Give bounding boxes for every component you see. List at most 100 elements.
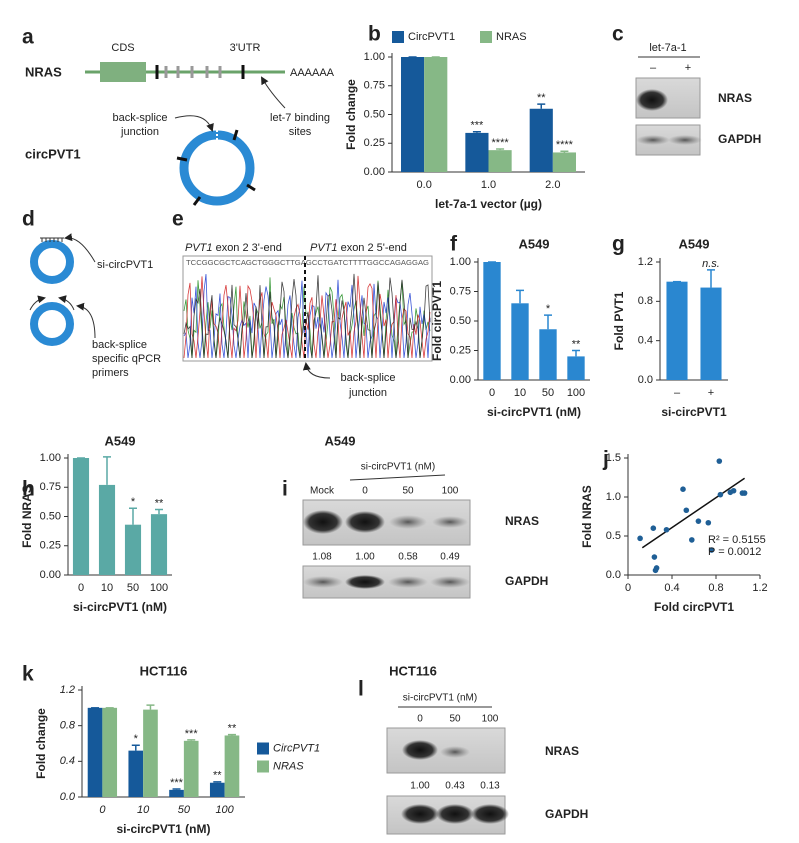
point [741,490,748,496]
chart-title: HCT116 [140,663,188,678]
annotation: back-splice [340,372,395,384]
lane-label: 100 [442,486,459,497]
point [650,525,657,531]
sequence: TCCGGCGCTCAGCTGGGCTTGAGCCTGATCTTTTGGCCAG… [186,260,429,267]
lane-label: 50 [449,714,461,725]
x-axis-label: si-circPVT1 (nM) [116,822,210,836]
lane-bracket [349,474,446,481]
y-tick-label: 0.50 [364,108,385,120]
bar [143,709,158,797]
x-tick-label: 0 [99,804,106,816]
x-axis-label: Fold circPVT1 [654,600,734,614]
x-tick-label: 0.4 [664,582,679,594]
band-label: GAPDH [718,132,761,146]
error-bar [213,781,222,783]
bar [529,108,553,172]
blot-band [430,576,470,588]
y-tick-label: 0.50 [40,510,61,522]
primer-label: specific qPCR [92,353,161,365]
circrna [30,240,74,284]
x-tick-label: 50 [178,804,191,816]
treatment-label: si-circPVT1 (nM) [361,462,435,473]
gene-label: NRAS [25,64,62,79]
y-tick-label: 0.25 [364,137,385,149]
sirna [40,237,64,242]
annotation: junction [348,387,387,399]
bar [539,329,557,380]
arrow [261,76,286,109]
error-bar [129,507,137,525]
arrow [174,115,214,132]
significance: n.s. [702,258,720,270]
bar [424,57,448,172]
significance: ** [537,92,546,104]
trace [183,275,431,359]
quantification: 0.49 [440,552,460,563]
x-tick-label: 0.0 [417,179,432,191]
bar [169,789,184,797]
stat-label: P = 0.0012 [708,546,761,558]
x-tick-label: 100 [150,582,168,594]
significance: *** [170,777,184,789]
error-bar [572,349,580,357]
utr-marks [164,66,222,78]
error-bar [155,508,163,515]
chart: h A549 0.00 0.25 0.50 0.75 1.00 Fold NRAS si-cir… [20,433,172,614]
y-tick-label: 1.2 [638,256,653,268]
band-label: GAPDH [505,574,548,588]
stat-label: R² = 0.5155 [708,534,766,546]
y-axis-label: Fold circPVT1 [430,281,444,361]
blot-band [303,576,343,588]
significance: * [131,496,136,508]
significance: **** [492,137,510,149]
y-tick-label: 0.8 [60,720,76,732]
bar [224,735,240,797]
y-tick-label: 0.4 [60,755,75,767]
significance: **** [556,139,574,151]
bar [128,750,144,797]
error-bar [472,131,481,133]
panel-title: A549 [324,433,355,448]
chart-title: A549 [678,236,709,251]
point [717,491,724,498]
significance: * [134,733,139,745]
exon-label: PVT1 exon 2 5'-end [310,242,407,254]
circ-label: circPVT1 [25,146,81,161]
blot-band [401,804,439,824]
point [637,535,643,542]
band-label: NRAS [545,744,579,758]
band-label: GAPDH [545,807,588,821]
panel-title: HCT116 [389,663,437,678]
significance: ** [155,497,164,509]
panel-label: d [22,208,35,231]
point [716,458,723,464]
chart: b 0.00 0.25 0.50 0.75 1.00 Fold change let-7a-1… [344,23,585,211]
lane-label: + [685,62,691,74]
treatment-label: let-7a-1 [649,42,686,54]
point [708,547,715,553]
panel-label: g [612,233,625,256]
panel-e: e PVT1 exon 2 3'-end PVT1 exon 2 5'-end … [172,208,433,399]
point [689,537,695,543]
panel-d: d si-circPVT1 back-splice specific qPCR … [22,208,161,379]
primer [58,295,75,311]
panel-label: i [282,478,288,501]
lane-label: 0 [362,486,368,497]
panel-label: a [22,26,34,49]
y-tick-label: 0.0 [638,374,653,386]
point [695,518,702,524]
point [663,526,670,533]
quantification: 1.08 [312,552,332,563]
blot-band [303,510,343,534]
y-tick-label: 1.0 [606,491,621,503]
blot-band [440,746,470,758]
treatment-label: si-circPVT1 (nM) [403,693,477,704]
panel-l: l HCT116 si-circPVT1 (nM) 0 50 100 1.00 … [358,663,588,835]
bar [483,262,501,380]
exon-text: exon 2 3'-end [213,242,282,254]
quantification: 0.58 [398,552,418,563]
error-bar [560,150,569,153]
panel-label: h [22,478,35,501]
cds-label: CDS [111,42,134,54]
